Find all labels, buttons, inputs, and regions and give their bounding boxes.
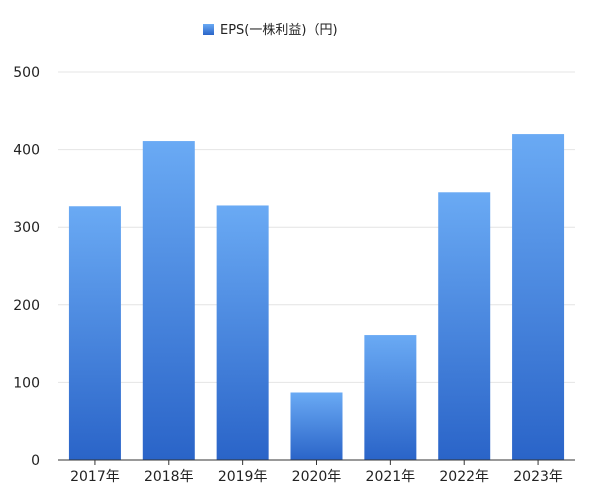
bar [216, 205, 269, 460]
gridlines [58, 71, 575, 383]
legend-swatch [203, 24, 214, 35]
x-tick-label: 2023年 [513, 469, 563, 485]
x-axis: 2017年 2018年 2019年 2020年 2021年 2022年 2023年 [58, 459, 575, 485]
x-tick-label: 2019年 [218, 469, 268, 485]
y-tick-label: 300 [13, 220, 40, 236]
y-tick-label: 100 [13, 375, 40, 391]
x-tick-label: 2020年 [292, 469, 342, 485]
legend-label: EPS(一株利益)（円) [220, 23, 338, 38]
y-tick-label: 0 [31, 453, 40, 469]
bars [68, 134, 565, 460]
bar [512, 134, 565, 460]
x-tick-label: 2017年 [70, 469, 120, 485]
x-tick-label: 2018年 [144, 469, 194, 485]
y-tick-label: 400 [13, 143, 40, 159]
legend: EPS(一株利益)（円) [203, 23, 338, 38]
bar [68, 206, 121, 460]
bar [290, 392, 343, 460]
x-tick-label: 2022年 [439, 469, 489, 485]
y-tick-label: 500 [13, 65, 40, 81]
bar [438, 192, 491, 460]
y-tick-label: 200 [13, 298, 40, 314]
y-axis: 0 100 200 300 400 500 [13, 65, 40, 469]
x-tick-label: 2021年 [366, 469, 416, 485]
bar [142, 141, 195, 460]
bar [364, 335, 417, 460]
